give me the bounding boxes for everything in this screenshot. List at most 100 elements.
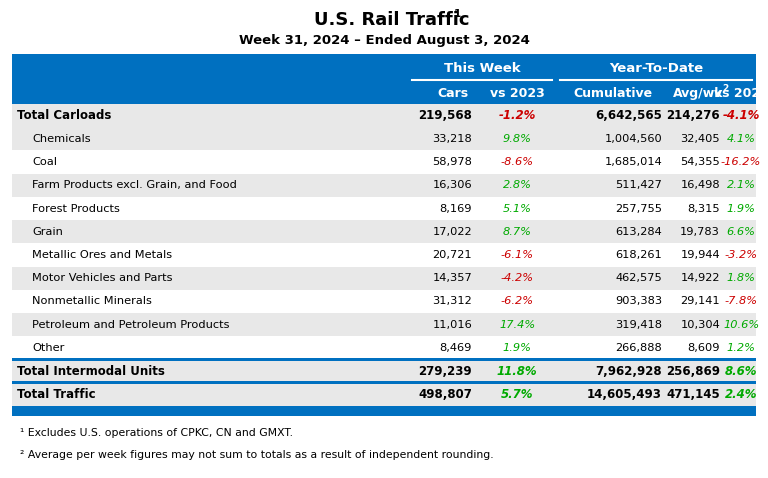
Text: 8.7%: 8.7%	[502, 227, 531, 237]
Text: 1: 1	[454, 9, 462, 19]
Text: Nonmetallic Minerals: Nonmetallic Minerals	[32, 296, 152, 306]
Text: 462,575: 462,575	[615, 273, 662, 283]
Text: Total Traffic: Total Traffic	[17, 388, 96, 401]
Text: 8,315: 8,315	[687, 204, 720, 214]
Text: Total Carloads: Total Carloads	[17, 109, 111, 122]
Text: -1.2%: -1.2%	[498, 109, 536, 122]
Text: 219,568: 219,568	[418, 109, 472, 122]
Text: 14,357: 14,357	[432, 273, 472, 283]
Text: 4.1%: 4.1%	[727, 134, 756, 144]
Bar	[12, 54, 756, 56]
Bar	[12, 313, 756, 337]
Text: -8.6%: -8.6%	[501, 157, 534, 167]
Text: 2.1%: 2.1%	[727, 180, 756, 190]
Text: Chemicals: Chemicals	[32, 134, 91, 144]
Text: 2.8%: 2.8%	[502, 180, 531, 190]
Text: 498,807: 498,807	[418, 388, 472, 401]
Text: ¹ Excludes U.S. operations of CPKC, CN and GMXT.: ¹ Excludes U.S. operations of CPKC, CN a…	[20, 428, 293, 438]
Text: 1.8%: 1.8%	[727, 273, 756, 283]
Text: 256,869: 256,869	[666, 365, 720, 378]
Bar	[12, 243, 756, 267]
Text: 16,306: 16,306	[432, 180, 472, 190]
Text: 17,022: 17,022	[432, 227, 472, 237]
Text: 19,783: 19,783	[680, 227, 720, 237]
Bar	[12, 267, 756, 290]
Text: -16.2%: -16.2%	[721, 157, 761, 167]
Text: Grain: Grain	[32, 227, 63, 237]
Text: 8.6%: 8.6%	[725, 365, 757, 378]
Text: 7,962,928: 7,962,928	[595, 365, 662, 378]
Bar	[12, 151, 756, 174]
Text: Motor Vehicles and Parts: Motor Vehicles and Parts	[32, 273, 173, 283]
Text: Week 31, 2024 – Ended August 3, 2024: Week 31, 2024 – Ended August 3, 2024	[239, 33, 529, 46]
Bar	[12, 383, 756, 406]
Text: Cumulative: Cumulative	[574, 87, 653, 99]
Text: 14,922: 14,922	[680, 273, 720, 283]
Text: 471,145: 471,145	[667, 388, 720, 401]
Bar	[12, 337, 756, 359]
Text: Coal: Coal	[32, 157, 57, 167]
Bar	[12, 56, 756, 104]
Text: 16,498: 16,498	[680, 180, 720, 190]
Text: Farm Products excl. Grain, and Food: Farm Products excl. Grain, and Food	[32, 180, 237, 190]
Bar	[12, 381, 756, 384]
Text: Year-To-Date: Year-To-Date	[609, 62, 703, 75]
Text: U.S. Rail Traffic: U.S. Rail Traffic	[314, 11, 470, 29]
Text: Avg/wk: Avg/wk	[673, 87, 723, 99]
Text: 31,312: 31,312	[432, 296, 472, 306]
Text: 5.7%: 5.7%	[501, 388, 533, 401]
Text: Other: Other	[32, 343, 65, 353]
Bar	[12, 358, 756, 360]
Text: 2.4%: 2.4%	[725, 388, 757, 401]
Text: -7.8%: -7.8%	[724, 296, 757, 306]
Text: 214,276: 214,276	[667, 109, 720, 122]
Text: -4.1%: -4.1%	[723, 109, 760, 122]
Text: 6,642,565: 6,642,565	[595, 109, 662, 122]
Text: 32,405: 32,405	[680, 134, 720, 144]
Text: 14,605,493: 14,605,493	[587, 388, 662, 401]
Text: 19,944: 19,944	[680, 250, 720, 260]
Text: 29,141: 29,141	[680, 296, 720, 306]
Text: 903,383: 903,383	[615, 296, 662, 306]
Text: Forest Products: Forest Products	[32, 204, 120, 214]
Bar	[12, 359, 756, 383]
Text: 6.6%: 6.6%	[727, 227, 756, 237]
Text: 613,284: 613,284	[615, 227, 662, 237]
Text: 8,469: 8,469	[439, 343, 472, 353]
Text: -3.2%: -3.2%	[724, 250, 757, 260]
Text: 58,978: 58,978	[432, 157, 472, 167]
Text: vs 2023: vs 2023	[490, 87, 545, 99]
Text: 266,888: 266,888	[615, 343, 662, 353]
Text: 1,685,014: 1,685,014	[604, 157, 662, 167]
Text: 257,755: 257,755	[615, 204, 662, 214]
Text: 1,004,560: 1,004,560	[604, 134, 662, 144]
Text: ² Average per week figures may not sum to totals as a result of independent roun: ² Average per week figures may not sum t…	[20, 450, 494, 460]
Bar	[12, 127, 756, 151]
Text: vs 2023: vs 2023	[713, 87, 768, 99]
Text: Total Intermodal Units: Total Intermodal Units	[17, 365, 165, 378]
Text: 9.8%: 9.8%	[502, 134, 531, 144]
Bar	[12, 104, 756, 127]
Text: -6.1%: -6.1%	[501, 250, 534, 260]
Text: 319,418: 319,418	[615, 320, 662, 330]
Text: 10.6%: 10.6%	[723, 320, 759, 330]
Text: 33,218: 33,218	[432, 134, 472, 144]
Text: 10,304: 10,304	[680, 320, 720, 330]
Bar	[12, 406, 756, 416]
Text: 11,016: 11,016	[432, 320, 472, 330]
Text: 279,239: 279,239	[419, 365, 472, 378]
Bar	[12, 220, 756, 243]
Text: 8,609: 8,609	[687, 343, 720, 353]
Text: Cars: Cars	[438, 87, 468, 99]
Text: Petroleum and Petroleum Products: Petroleum and Petroleum Products	[32, 320, 230, 330]
Text: This Week: This Week	[444, 62, 520, 75]
Text: 5.1%: 5.1%	[502, 204, 531, 214]
Text: -6.2%: -6.2%	[501, 296, 534, 306]
Text: 618,261: 618,261	[615, 250, 662, 260]
Text: 54,355: 54,355	[680, 157, 720, 167]
Text: 20,721: 20,721	[432, 250, 472, 260]
Text: 1.9%: 1.9%	[727, 204, 756, 214]
Text: 8,169: 8,169	[439, 204, 472, 214]
Text: 17.4%: 17.4%	[499, 320, 535, 330]
Text: 11.8%: 11.8%	[497, 365, 538, 378]
